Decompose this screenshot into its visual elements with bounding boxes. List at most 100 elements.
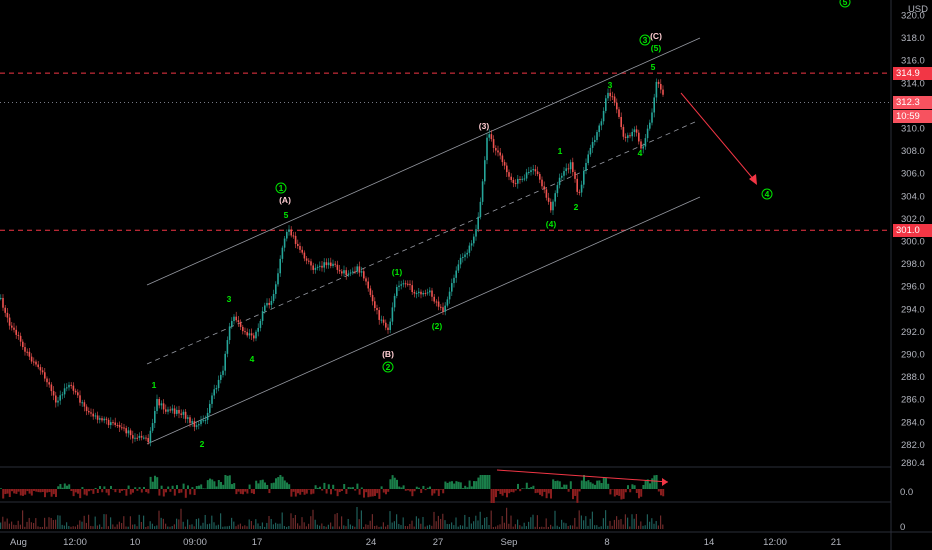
volume-bar — [602, 518, 604, 529]
candle-body — [310, 261, 312, 266]
candle-body — [627, 135, 629, 138]
oscillator-bar — [468, 480, 471, 489]
volume-bar — [266, 522, 268, 529]
candle-body — [638, 132, 640, 142]
volume-bar — [378, 526, 380, 529]
volume-bar — [154, 526, 156, 529]
oscillator-bar — [17, 489, 20, 492]
candle-body — [385, 322, 387, 328]
volume-bar — [301, 517, 303, 529]
candle-body — [528, 172, 530, 174]
candle-body — [561, 175, 563, 178]
oscillator-bar — [283, 480, 286, 489]
oscillator-bar — [312, 489, 315, 494]
oscillator-bar — [6, 489, 9, 494]
candle-body — [244, 331, 246, 333]
candle-body — [19, 335, 22, 342]
candle-body — [156, 398, 158, 411]
oscillator-bar — [495, 489, 497, 498]
candle-body — [497, 150, 499, 153]
candle-body — [411, 285, 413, 293]
candle-body — [8, 317, 11, 326]
candle-body — [567, 168, 570, 170]
candle-body — [356, 266, 358, 272]
oscillator-bar — [272, 482, 275, 489]
volume-bar — [517, 519, 519, 529]
volume-bar — [48, 517, 50, 529]
volume-bar — [66, 522, 68, 529]
volume-bar — [6, 518, 8, 529]
volume-bar — [466, 526, 468, 529]
oscillator-bar — [393, 477, 396, 489]
candle-body — [572, 162, 574, 172]
channel-upper-line[interactable] — [146, 37, 701, 286]
oscillator-bar — [341, 489, 343, 491]
oscillator-bar — [466, 487, 469, 489]
oscillator-bar — [655, 475, 658, 489]
oscillator-bar — [233, 483, 236, 489]
volume-bar — [497, 525, 499, 529]
wave-label: (C) — [650, 31, 662, 41]
volume-bar — [418, 518, 420, 529]
wave-label: (5) — [651, 43, 662, 53]
wave-circle — [639, 34, 651, 46]
oscillator-bar — [299, 489, 302, 495]
oscillator-bar — [631, 484, 634, 489]
volume-bar — [356, 507, 358, 529]
candle-body — [514, 183, 517, 185]
volume-bar — [114, 526, 116, 529]
candle-body — [468, 245, 471, 253]
candle-body — [209, 403, 211, 413]
time-axis-ticks: Aug 12:00 10 09:00 17 24 27 Sep 8 14 12:00 21 — [10, 537, 841, 548]
candle-body — [616, 102, 618, 110]
volume-bar — [151, 523, 153, 529]
volume-bar — [523, 522, 525, 529]
oscillator-bar — [264, 482, 266, 489]
oscillator-bar — [46, 489, 49, 493]
candle-body — [547, 197, 550, 202]
volume-bar — [22, 510, 24, 529]
price-tick-label: 288.0 — [901, 372, 925, 383]
candle-body — [451, 283, 453, 292]
price-tag: 10:59 — [893, 109, 932, 123]
volume-bar — [30, 522, 32, 529]
horizontal-lines — [0, 72, 891, 231]
divergence-arrowhead — [662, 478, 668, 486]
volume-bar — [44, 517, 46, 529]
divergence-line[interactable] — [496, 469, 669, 483]
volume-bar — [242, 526, 244, 529]
candle-body — [46, 378, 48, 383]
candle-body — [123, 427, 125, 429]
candle-body — [101, 418, 103, 421]
oscillator-bar — [398, 486, 401, 489]
price-tick-label: 298.0 — [901, 259, 925, 270]
channel-lower-line[interactable] — [146, 196, 701, 445]
oscillator-bar — [349, 487, 352, 489]
volume-bar — [158, 510, 160, 529]
projection-arrow-line[interactable] — [680, 92, 756, 182]
volume-bar — [389, 511, 391, 529]
oscillator-bar — [563, 484, 566, 489]
candle-body — [655, 81, 658, 98]
price-tick-label: 280.4 — [901, 458, 925, 469]
volume-bar — [277, 523, 279, 529]
oscillator-bar — [171, 485, 174, 489]
oscillator-bar — [497, 489, 500, 491]
candle-body — [470, 243, 473, 246]
candle-body — [642, 146, 644, 149]
oscillator-bar — [288, 484, 291, 489]
volume-bar — [495, 526, 497, 529]
oscillator-bar — [488, 475, 491, 489]
candle-body — [173, 408, 176, 414]
candle-body — [81, 402, 83, 404]
time-tick-label: 17 — [252, 537, 263, 548]
oscillator-bar — [59, 484, 62, 489]
oscillator-bar — [275, 478, 277, 489]
candle-body — [583, 170, 585, 185]
candle-body — [400, 284, 402, 286]
volume-bar — [160, 517, 162, 529]
volume-bar — [193, 526, 195, 529]
candle-body — [211, 395, 213, 404]
oscillator-bar — [519, 489, 522, 492]
